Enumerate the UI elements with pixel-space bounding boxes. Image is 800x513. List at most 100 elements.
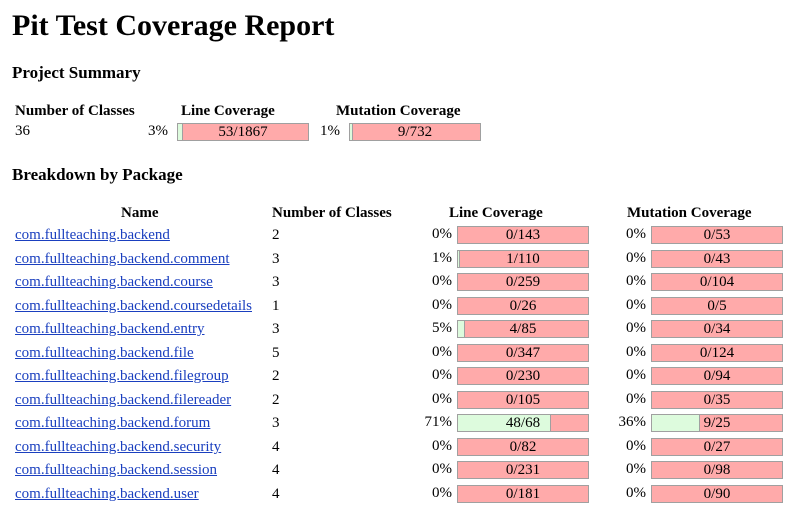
package-link[interactable]: com.fullteaching.backend.forum <box>15 415 211 431</box>
line-coverage-bar: 0/231 <box>457 461 589 479</box>
mutation-coverage-percent: 0% <box>626 250 646 266</box>
package-link[interactable]: com.fullteaching.backend.user <box>15 486 199 502</box>
mutation-coverage-label: 0/27 <box>703 439 731 455</box>
summary-line-coverage-label: 53/1867 <box>218 124 268 140</box>
package-classes: 3 <box>272 415 280 431</box>
package-link[interactable]: com.fullteaching.backend.course <box>15 274 213 290</box>
package-link[interactable]: com.fullteaching.backend.filegroup <box>15 368 229 384</box>
mutation-coverage-fill <box>652 415 700 431</box>
mutation-coverage-bar: 0/104 <box>651 273 783 291</box>
mutation-coverage-bar: 0/124 <box>651 344 783 362</box>
line-coverage-bar: 4/85 <box>457 320 589 338</box>
mutation-coverage-percent: 0% <box>626 461 646 477</box>
mutation-coverage-label: 0/35 <box>703 392 731 408</box>
summary-line-coverage-bar: 53/1867 <box>177 123 309 141</box>
mutation-coverage-bar: 0/43 <box>651 250 783 268</box>
line-coverage-percent: 5% <box>432 320 452 336</box>
mutation-coverage-bar: 0/90 <box>651 485 783 503</box>
line-coverage-percent: 0% <box>432 438 452 454</box>
mutation-coverage-bar: 0/34 <box>651 320 783 338</box>
summary-mutation-coverage-fill <box>350 124 353 140</box>
line-coverage-percent: 0% <box>432 367 452 383</box>
line-coverage-fill <box>458 321 466 337</box>
line-coverage-bar: 1/110 <box>457 250 589 268</box>
package-classes: 2 <box>272 227 280 243</box>
col-line-header: Line Coverage <box>449 205 543 221</box>
line-coverage-bar: 0/105 <box>457 391 589 409</box>
line-coverage-percent: 1% <box>432 250 452 266</box>
package-classes: 5 <box>272 345 280 361</box>
line-coverage-label: 0/230 <box>505 368 541 384</box>
mutation-coverage-bar: 9/25 <box>651 414 783 432</box>
summary-mutation-header: Mutation Coverage <box>336 103 461 119</box>
package-classes: 1 <box>272 298 280 314</box>
line-coverage-percent: 0% <box>432 297 452 313</box>
mutation-coverage-percent: 0% <box>626 438 646 454</box>
line-coverage-percent: 0% <box>432 391 452 407</box>
mutation-coverage-percent: 0% <box>626 344 646 360</box>
package-link[interactable]: com.fullteaching.backend.session <box>15 462 218 478</box>
package-classes: 3 <box>272 274 280 290</box>
mutation-coverage-bar: 0/94 <box>651 367 783 385</box>
mutation-coverage-label: 0/104 <box>699 274 735 290</box>
package-link[interactable]: com.fullteaching.backend.security <box>15 439 222 455</box>
line-coverage-fill <box>458 415 551 431</box>
mutation-coverage-label: 0/5 <box>707 298 727 314</box>
package-classes: 4 <box>272 462 280 478</box>
line-coverage-label: 0/82 <box>509 439 537 455</box>
line-coverage-bar: 0/230 <box>457 367 589 385</box>
line-coverage-label: 0/231 <box>505 462 541 478</box>
package-link[interactable]: com.fullteaching.backend.filereader <box>15 392 232 408</box>
package-link[interactable]: com.fullteaching.backend.coursedetails <box>15 298 252 314</box>
mutation-coverage-bar: 0/5 <box>651 297 783 315</box>
mutation-coverage-label: 0/124 <box>699 345 735 361</box>
summary-line-header: Line Coverage <box>181 103 275 119</box>
line-coverage-label: 4/85 <box>509 321 537 337</box>
mutation-coverage-bar: 0/35 <box>651 391 783 409</box>
package-link[interactable]: com.fullteaching.backend.entry <box>15 321 205 337</box>
line-coverage-label: 1/110 <box>506 251 540 267</box>
line-coverage-label: 0/26 <box>509 298 537 314</box>
breakdown-heading: Breakdown by Package <box>12 165 183 184</box>
line-coverage-percent: 0% <box>432 485 452 501</box>
mutation-coverage-bar: 0/53 <box>651 226 783 244</box>
mutation-coverage-percent: 0% <box>626 297 646 313</box>
line-coverage-bar: 0/347 <box>457 344 589 362</box>
package-link[interactable]: com.fullteaching.backend.comment <box>15 251 230 267</box>
summary-line-coverage-fill <box>178 124 183 140</box>
summary-mutation-coverage-bar: 9/732 <box>349 123 481 141</box>
line-coverage-fill <box>458 251 461 267</box>
package-link[interactable]: com.fullteaching.backend.file <box>15 345 194 361</box>
mutation-coverage-bar: 0/98 <box>651 461 783 479</box>
mutation-coverage-label: 0/34 <box>703 321 731 337</box>
package-classes: 2 <box>272 368 280 384</box>
mutation-coverage-percent: 0% <box>626 485 646 501</box>
mutation-coverage-label: 9/25 <box>703 415 731 431</box>
line-coverage-bar: 0/82 <box>457 438 589 456</box>
package-link[interactable]: com.fullteaching.backend <box>15 227 170 243</box>
summary-classes-header: Number of Classes <box>15 103 135 119</box>
mutation-coverage-percent: 36% <box>618 414 647 430</box>
line-coverage-bar: 0/259 <box>457 273 589 291</box>
line-coverage-percent: 0% <box>432 344 452 360</box>
col-mutation-header: Mutation Coverage <box>627 205 752 221</box>
line-coverage-label: 0/105 <box>505 392 541 408</box>
col-classes-header: Number of Classes <box>272 205 392 221</box>
summary-classes-value: 36 <box>15 123 30 139</box>
package-classes: 2 <box>272 392 280 408</box>
line-coverage-bar: 0/181 <box>457 485 589 503</box>
line-coverage-label: 48/68 <box>505 415 541 431</box>
mutation-coverage-label: 0/98 <box>703 462 731 478</box>
summary-line-percent: 3% <box>148 123 168 139</box>
summary-mutation-coverage-label: 9/732 <box>397 124 433 140</box>
mutation-coverage-percent: 0% <box>626 391 646 407</box>
package-classes: 4 <box>272 439 280 455</box>
package-classes: 4 <box>272 486 280 502</box>
line-coverage-label: 0/259 <box>505 274 541 290</box>
summary-mutation-percent: 1% <box>320 123 340 139</box>
line-coverage-percent: 0% <box>432 273 452 289</box>
mutation-coverage-percent: 0% <box>626 367 646 383</box>
line-coverage-label: 0/181 <box>505 486 541 502</box>
package-classes: 3 <box>272 321 280 337</box>
mutation-coverage-percent: 0% <box>626 320 646 336</box>
